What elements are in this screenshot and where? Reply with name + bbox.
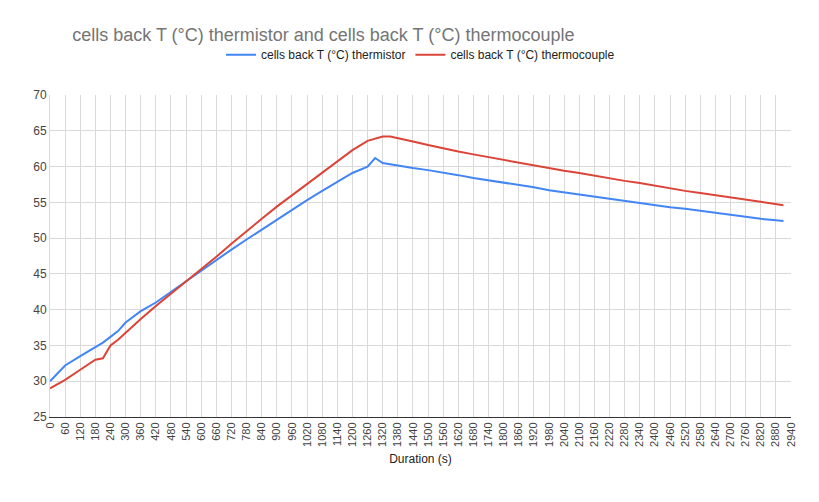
svg-text:1200: 1200 [346,422,358,446]
svg-text:1740: 1740 [482,422,494,446]
svg-text:cells back T (°C) thermistor a: cells back T (°C) thermistor and cells b… [72,25,574,45]
svg-text:2460: 2460 [664,422,676,446]
svg-text:2220: 2220 [603,422,615,446]
svg-text:2760: 2760 [739,422,751,446]
svg-text:1320: 1320 [376,422,388,446]
svg-text:2100: 2100 [573,422,585,446]
svg-text:660: 660 [210,422,222,440]
svg-text:cells back T (°C) thermistor: cells back T (°C) thermistor [261,48,405,62]
svg-text:120: 120 [74,422,86,440]
svg-text:1020: 1020 [301,422,313,446]
svg-text:1380: 1380 [391,422,403,446]
svg-text:35: 35 [33,339,47,353]
svg-text:1680: 1680 [467,422,479,446]
svg-text:2640: 2640 [709,422,721,446]
svg-text:540: 540 [180,422,192,440]
svg-text:240: 240 [104,422,116,440]
svg-text:2520: 2520 [679,422,691,446]
svg-text:50: 50 [33,231,47,245]
svg-text:600: 600 [195,422,207,440]
svg-text:60: 60 [33,160,47,174]
svg-text:2580: 2580 [694,422,706,446]
svg-text:40: 40 [33,303,47,317]
svg-text:55: 55 [33,196,47,210]
svg-text:70: 70 [33,88,47,102]
svg-text:30: 30 [33,374,47,388]
svg-text:2940: 2940 [785,422,797,446]
svg-text:2700: 2700 [724,422,736,446]
svg-text:900: 900 [270,422,282,440]
svg-text:1500: 1500 [422,422,434,446]
svg-text:720: 720 [225,422,237,440]
svg-text:840: 840 [255,422,267,440]
svg-text:25: 25 [33,410,47,424]
svg-text:60: 60 [59,422,71,434]
svg-text:1620: 1620 [452,422,464,446]
svg-text:2340: 2340 [633,422,645,446]
svg-text:1980: 1980 [543,422,555,446]
svg-text:420: 420 [149,422,161,440]
svg-text:360: 360 [134,422,146,440]
svg-text:65: 65 [33,124,47,138]
svg-text:2160: 2160 [588,422,600,446]
svg-text:780: 780 [240,422,252,440]
svg-text:300: 300 [119,422,131,440]
svg-text:1560: 1560 [437,422,449,446]
svg-text:1260: 1260 [361,422,373,446]
svg-text:Duration (s): Duration (s) [389,452,452,466]
svg-text:2280: 2280 [618,422,630,446]
svg-text:1080: 1080 [316,422,328,446]
svg-text:960: 960 [286,422,298,440]
svg-text:2040: 2040 [558,422,570,446]
svg-text:1800: 1800 [497,422,509,446]
svg-text:45: 45 [33,267,47,281]
svg-text:480: 480 [165,422,177,440]
svg-text:0: 0 [44,422,56,428]
svg-text:1860: 1860 [512,422,524,446]
svg-text:cells back T (°C) thermocouple: cells back T (°C) thermocouple [450,48,614,62]
svg-text:1920: 1920 [527,422,539,446]
svg-text:1140: 1140 [331,422,343,446]
svg-text:2880: 2880 [769,422,781,446]
svg-text:180: 180 [89,422,101,440]
svg-text:2820: 2820 [754,422,766,446]
svg-text:2400: 2400 [648,422,660,446]
svg-text:1440: 1440 [407,422,419,446]
